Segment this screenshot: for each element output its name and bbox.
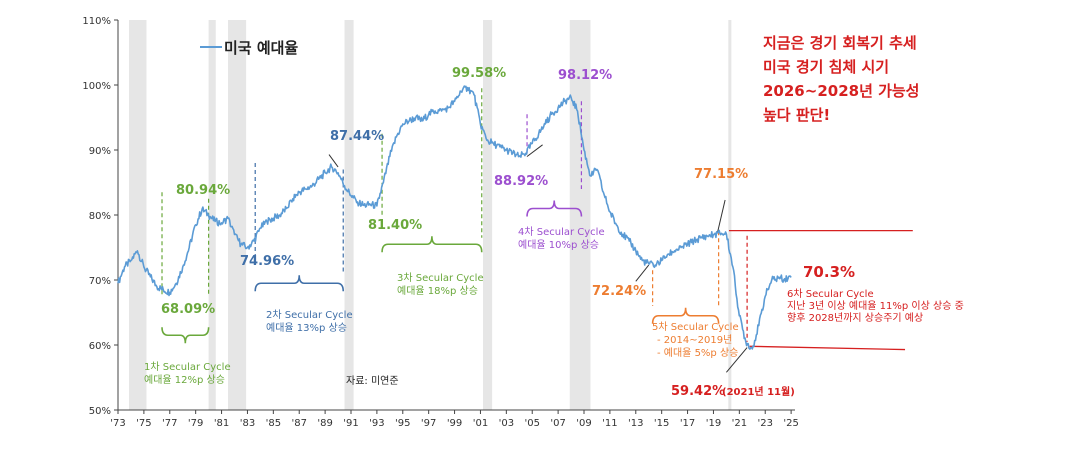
x-tick-label: '73 [110, 418, 125, 429]
x-tick-label: '95 [395, 418, 410, 429]
label-peak5: 77.15% [694, 167, 748, 182]
x-tick-label: '17 [680, 418, 695, 429]
x-tick-label: '97 [421, 418, 436, 429]
recession-bands [129, 20, 732, 410]
peak-2-pointer [328, 154, 339, 168]
label-trough3: 81.40% [368, 218, 422, 233]
x-tick-labels: '73 '75 '77 '79 '81 '83 '85 '87 '89 '91 '93 '95 '97 '… [110, 418, 799, 429]
x-tick-label: '21 [732, 418, 747, 429]
cycle-6-detail-2: 향후 2028년까지 상승주기 예상 [787, 312, 923, 324]
x-tick-label: '19 [706, 418, 721, 429]
x-tick-label: '03 [499, 418, 514, 429]
x-tick-label: '81 [214, 418, 229, 429]
cycle-2-title: 2차 Secular Cycle [266, 309, 353, 321]
recession-band-6 [728, 20, 732, 410]
legend-label: 미국 예대율 [224, 39, 298, 57]
recession-band-0 [129, 20, 147, 410]
cycle-1-bracket [161, 327, 210, 344]
trough-4-pointer [526, 144, 543, 157]
x-tick-label: '79 [188, 418, 203, 429]
label-trough6: 59.42% [671, 384, 725, 399]
y-tick-label: 70% [89, 276, 111, 287]
x-tick-label: '25 [783, 418, 798, 429]
cycle-5-detail-1: - 2014~2019년 [657, 334, 732, 346]
callout-line-1: 지금은 경기 회복기 추세 [763, 34, 917, 52]
cycle-4-title: 4차 Secular Cycle [518, 226, 605, 238]
callout: 지금은 경기 회복기 추세 미국 경기 침체 시기 2026~2028년 가능성… [763, 34, 920, 124]
recession-band-4 [483, 20, 493, 410]
red-lower-line [749, 345, 906, 351]
cycle-3-bracket [381, 236, 483, 253]
label-trough2: 74.96% [240, 254, 294, 269]
cycle-5-detail-2: - 예대율 5%p 상승 [657, 347, 738, 359]
x-tick-label: '77 [162, 418, 177, 429]
y-tick-label: 90% [89, 146, 111, 157]
y-tick-label: 60% [89, 341, 111, 352]
recession-band-3 [344, 20, 354, 410]
trough-6-pointer [726, 347, 748, 373]
x-tick-label: '89 [317, 418, 332, 429]
x-tick-label: '83 [240, 418, 255, 429]
cycle-1-detail: 예대율 12%p 상승 [144, 374, 225, 386]
cycle-2-detail: 예대율 13%p 상승 [266, 322, 347, 334]
cycle-2-note: 2차 Secular Cycle 예대율 13%p 상승 [266, 309, 353, 334]
cycle-5-bracket [651, 307, 720, 324]
label-trough4: 88.92% [494, 174, 548, 189]
trough-5-pointer [635, 264, 650, 282]
cycle-1-note: 1차 Secular Cycle 예대율 12%p 상승 [144, 361, 231, 386]
x-tick-label: '91 [343, 418, 358, 429]
x-tick-label: '93 [369, 418, 384, 429]
label-peak2: 87.44% [330, 129, 384, 144]
x-tick-label: '11 [602, 418, 617, 429]
callout-line-2: 미국 경기 침체 시기 [763, 58, 889, 76]
x-tick-label: '85 [266, 418, 281, 429]
callout-line-3: 2026~2028년 가능성 [763, 82, 920, 100]
x-tick-label: '07 [550, 418, 565, 429]
legend: 미국 예대율 [200, 39, 298, 57]
cycle-6-note: 6차 Secular Cycle 지난 3년 이상 예대율 11%p 이상 상승… [787, 288, 964, 324]
series-line [117, 85, 792, 350]
recession-band-5 [569, 20, 591, 410]
cycle-6-detail-1: 지난 3년 이상 예대율 11%p 이상 상승 중 [787, 300, 964, 312]
cycle-6-title: 6차 Secular Cycle [787, 288, 874, 300]
x-tick-label: '09 [576, 418, 591, 429]
x-tick-label: '87 [291, 418, 306, 429]
y-tick-label: 50% [89, 406, 111, 417]
x-tick-label: '13 [628, 418, 643, 429]
cycle-5-note: 5차 Secular Cycle - 2014~2019년 - 예대율 5%p … [652, 321, 739, 359]
y-tick-label: 110% [82, 16, 111, 27]
cycle-5-title: 5차 Secular Cycle [652, 321, 739, 333]
label-peak1: 80.94% [176, 183, 230, 198]
cycle-4-note: 4차 Secular Cycle 예대율 10%p 상승 [518, 226, 605, 251]
x-tick-label: '23 [757, 418, 772, 429]
callout-line-4: 높다 판단! [763, 106, 830, 124]
recession-band-1 [208, 20, 216, 410]
source-note: 자료: 미연준 [346, 375, 399, 387]
cycle-4-bracket [526, 200, 583, 217]
y-tick-label: 100% [82, 81, 111, 92]
cycle-2-bracket [254, 275, 345, 292]
cycle-3-detail: 예대율 18%p 상승 [397, 285, 478, 297]
axes [114, 19, 795, 414]
cycle-1-title: 1차 Secular Cycle [144, 361, 231, 373]
cycle-3-note: 3차 Secular Cycle 예대율 18%p 상승 [397, 272, 484, 297]
x-tick-label: '15 [654, 418, 669, 429]
label-peak4: 98.12% [558, 68, 612, 83]
label-trough5: 72.24% [592, 284, 646, 299]
label-current: 70.3% [803, 263, 855, 281]
label-peak3: 99.58% [452, 66, 506, 81]
x-tick-label: '01 [473, 418, 488, 429]
cycle-3-title: 3차 Secular Cycle [397, 272, 484, 284]
label-trough1: 68.09% [161, 302, 215, 317]
y-tick-label: 80% [89, 211, 111, 222]
label-trough6-date: (2021년 11월) [722, 385, 795, 398]
recession-band-2 [228, 20, 247, 410]
peak-5-pointer [716, 199, 726, 234]
x-tick-label: '99 [447, 418, 462, 429]
y-tick-labels: 50% 60% 70% 80% 90% 100% 110% [82, 16, 111, 417]
cycle-4-detail: 예대율 10%p 상승 [518, 239, 599, 251]
x-tick-label: '75 [136, 418, 151, 429]
x-tick-label: '05 [524, 418, 539, 429]
